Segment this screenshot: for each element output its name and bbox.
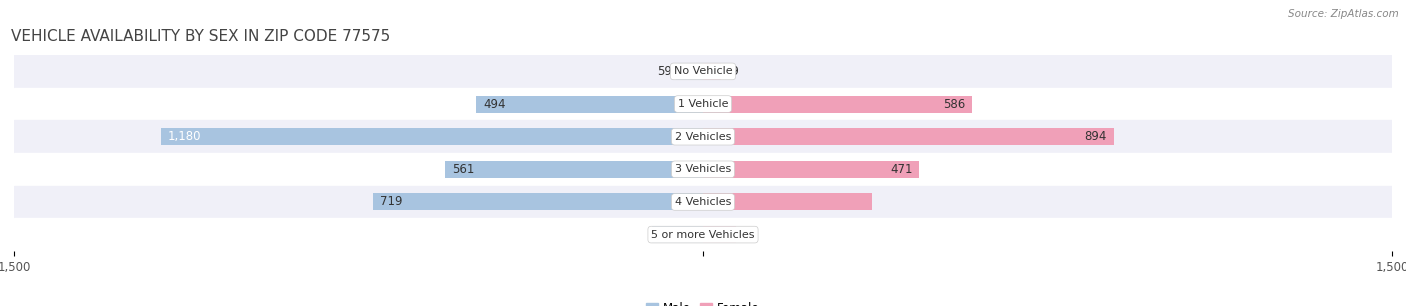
Text: 719: 719: [380, 196, 402, 208]
Bar: [14, 88, 1392, 120]
Text: 39: 39: [724, 65, 740, 78]
Bar: [14, 186, 1392, 218]
Bar: [703, 63, 721, 80]
Bar: [14, 55, 1392, 88]
Text: Source: ZipAtlas.com: Source: ZipAtlas.com: [1288, 9, 1399, 19]
Text: 1 Vehicle: 1 Vehicle: [678, 99, 728, 109]
Text: 111: 111: [676, 228, 699, 241]
Legend: Male, Female: Male, Female: [641, 297, 765, 306]
Text: 72: 72: [740, 228, 755, 241]
Bar: [446, 161, 703, 178]
Bar: [703, 95, 972, 113]
Bar: [14, 153, 1392, 186]
Bar: [477, 95, 703, 113]
Bar: [14, 120, 1392, 153]
Bar: [676, 63, 703, 80]
Text: 494: 494: [484, 98, 506, 110]
Bar: [652, 226, 703, 243]
Bar: [703, 161, 920, 178]
Bar: [14, 218, 1392, 251]
Text: 3 Vehicles: 3 Vehicles: [675, 164, 731, 174]
Text: No Vehicle: No Vehicle: [673, 66, 733, 76]
Text: VEHICLE AVAILABILITY BY SEX IN ZIP CODE 77575: VEHICLE AVAILABILITY BY SEX IN ZIP CODE …: [11, 29, 391, 44]
Text: 586: 586: [943, 98, 966, 110]
Text: 894: 894: [1084, 130, 1107, 143]
Text: 59: 59: [658, 65, 672, 78]
Text: 369: 369: [707, 196, 730, 208]
Bar: [703, 226, 737, 243]
Text: 4 Vehicles: 4 Vehicles: [675, 197, 731, 207]
Text: 5 or more Vehicles: 5 or more Vehicles: [651, 230, 755, 240]
Bar: [703, 128, 1114, 145]
Text: 561: 561: [453, 163, 475, 176]
Text: 2 Vehicles: 2 Vehicles: [675, 132, 731, 142]
Bar: [373, 193, 703, 211]
Bar: [162, 128, 703, 145]
Bar: [703, 193, 873, 211]
Text: 1,180: 1,180: [167, 130, 201, 143]
Text: 471: 471: [890, 163, 912, 176]
